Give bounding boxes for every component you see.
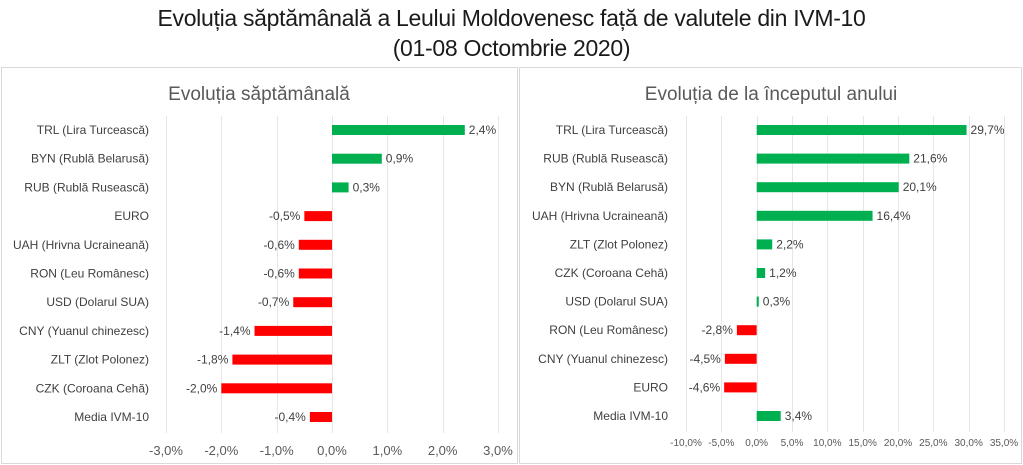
ytd-bar [756, 153, 910, 164]
ytd-category-label: Media IVM-10 [593, 409, 668, 423]
main-title-line1: Evoluția săptămânală a Leului Moldovenes… [157, 5, 866, 31]
weekly-category-label: TRL (Lira Turcească) [37, 123, 149, 137]
weekly-bar [254, 325, 332, 336]
ytd-bar [756, 182, 899, 193]
weekly-category-label: UAH (Hrivna Ucraineană) [13, 238, 149, 252]
weekly-x-tick-label: 3,0% [483, 443, 513, 458]
weekly-x-tick-label: 0,0% [317, 443, 347, 458]
weekly-x-tick-label: -1,0% [260, 443, 294, 458]
ytd-x-tick-label: 20,0% [884, 438, 912, 449]
weekly-value-label: -0,5% [269, 209, 301, 223]
weekly-value-label: -1,4% [219, 324, 251, 338]
main-title-line2: (01-08 Octombrie 2020) [392, 35, 631, 61]
ytd-x-tick-label: 10,0% [813, 438, 841, 449]
ytd-bar [724, 353, 757, 364]
ytd-x-tick-label: 25,0% [919, 438, 947, 449]
weekly-bar [298, 268, 332, 279]
ytd-x-tick-label: 15,0% [848, 438, 876, 449]
weekly-x-tick-label: 1,0% [373, 443, 403, 458]
weekly-category-label: EURO [114, 209, 149, 223]
weekly-bar [332, 125, 465, 135]
weekly-category-label: BYN (Rublă Belarusă) [31, 152, 149, 166]
ytd-value-label: 0,3% [763, 295, 791, 309]
ytd-category-label: CNY (Yuanul chinezesc) [538, 352, 668, 366]
ytd-category-label: USD (Dolarul SUA) [565, 295, 668, 309]
ytd-bar [756, 125, 967, 135]
weekly-value-label: -2,0% [186, 381, 218, 395]
weekly-value-label: -0,4% [275, 410, 307, 424]
ytd-value-label: -4,5% [690, 352, 722, 366]
ytd-category-label: RUB (Rublă Rusească) [543, 152, 668, 166]
weekly-x-tick-label: -2,0% [204, 443, 238, 458]
ytd-value-label: 29,7% [971, 123, 1005, 137]
ytd-category-label: ZLT (Zlot Polonez) [570, 237, 668, 251]
weekly-category-label: CZK (Coroana Cehă) [36, 381, 149, 395]
weekly-bar [304, 211, 332, 222]
ytd-bar [756, 268, 766, 278]
ytd-bar [724, 382, 757, 393]
ytd-bar [756, 239, 773, 250]
weekly-bar [293, 297, 332, 308]
ytd-value-label: 21,6% [913, 152, 947, 166]
ytd-category-label: EURO [633, 380, 668, 394]
weekly-value-label: -0,6% [263, 238, 295, 252]
weekly-value-label: 2,4% [469, 123, 497, 137]
ytd-category-label: BYN (Rublă Belarusă) [550, 180, 668, 194]
ytd-value-label: 1,2% [769, 266, 797, 280]
ytd-value-label: 2,2% [776, 237, 804, 251]
weekly-category-label: ZLT (Zlot Polonez) [51, 353, 149, 367]
ytd-bar [756, 296, 759, 307]
ytd-x-tick-label: -5,0% [708, 438, 734, 449]
weekly-category-label: RUB (Rublă Rusească) [24, 180, 149, 194]
weekly-bar [309, 412, 332, 422]
weekly-bar [332, 153, 382, 164]
ytd-value-label: -4,6% [689, 380, 721, 394]
ytd-x-tick-label: 30,0% [954, 438, 982, 449]
weekly-category-label: CNY (Yuanul chinezesc) [19, 324, 149, 338]
ytd-value-label: 16,4% [877, 209, 911, 223]
ytd-category-label: UAH (Hrivna Ucraineană) [532, 209, 668, 223]
weekly-bar [232, 354, 332, 365]
weekly-category-label: RON (Leu Românesc) [30, 267, 149, 281]
ytd-bar [756, 210, 873, 221]
ytd-category-label: CZK (Coroana Cehă) [555, 266, 668, 280]
ytd-bar [756, 411, 781, 421]
ytd-x-tick-label: -10,0% [670, 438, 702, 449]
weekly-value-label: -0,7% [258, 295, 290, 309]
weekly-value-label: -1,8% [197, 353, 229, 367]
ytd-chart-title: Evoluția de la începutul anului [645, 84, 897, 105]
ytd-category-label: RON (Leu Românesc) [549, 323, 668, 337]
weekly-value-label: -0,6% [263, 267, 295, 281]
weekly-category-label: USD (Dolarul SUA) [46, 295, 149, 309]
weekly-value-label: 0,3% [353, 180, 381, 194]
ytd-value-label: 3,4% [785, 409, 813, 423]
weekly-value-label: 0,9% [386, 152, 414, 166]
weekly-chart-title: Evoluția săptămânală [168, 84, 350, 105]
ytd-x-tick-label: 35,0% [990, 438, 1018, 449]
ytd-bar [736, 325, 757, 336]
ytd-value-label: 20,1% [903, 180, 937, 194]
ytd-value-label: -2,8% [702, 323, 734, 337]
weekly-x-tick-label: -3,0% [149, 443, 183, 458]
ytd-category-label: TRL (Lira Turcească) [556, 123, 668, 137]
weekly-bar [221, 383, 332, 394]
weekly-bar [332, 182, 349, 193]
ytd-x-tick-label: 0,0% [745, 438, 768, 449]
weekly-x-tick-label: 2,0% [428, 443, 458, 458]
ytd-x-tick-label: 5,0% [781, 438, 804, 449]
weekly-bar [298, 239, 332, 250]
weekly-category-label: Media IVM-10 [74, 410, 149, 424]
